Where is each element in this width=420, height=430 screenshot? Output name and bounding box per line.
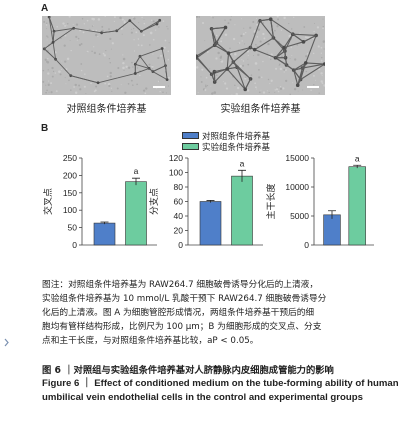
- y-tick-label: 15000: [285, 153, 309, 163]
- figure-caption-chinese: 图 6 ｜对照组与实验组条件培养基对人脐静脉内皮细胞成管能力的影响: [42, 365, 334, 376]
- chart-crossings: 交叉点 0 50 100 150 200 250 a: [42, 150, 172, 265]
- bar-experimental: [231, 175, 253, 246]
- y-tick-label: 60: [174, 197, 184, 207]
- panel-a-letter: A: [41, 3, 49, 14]
- y-tick-label: 0: [304, 240, 309, 250]
- y-tick-label: 100: [169, 168, 183, 178]
- significance-label: a: [355, 153, 360, 163]
- significance-label: a: [134, 166, 139, 176]
- y-tick-label: 0: [72, 240, 77, 250]
- legend-label-control: 对照组条件培养基: [202, 131, 271, 142]
- micrograph-experimental: [196, 16, 325, 95]
- bar-control: [323, 214, 341, 246]
- note-line: 点和主干长度，与对照组条件培养基比较，aP < 0.05。: [42, 336, 259, 346]
- margin-mark: [4, 338, 9, 347]
- panel-b-letter: B: [41, 123, 49, 134]
- error-bar: [328, 210, 336, 219]
- y-tick-label: 40: [174, 211, 184, 221]
- scale-bar: [153, 86, 165, 88]
- note-line: 化后的上清液。图 A 为细胞管腔形成情况，两组条件培养基干预后的细: [42, 308, 315, 318]
- y-tick-label: 0: [178, 240, 183, 250]
- micrograph-control: [42, 16, 171, 95]
- note-line: 图注：对照组条件培养基为 RAW264.7 细胞破骨诱导分化后的上清液，: [42, 280, 319, 290]
- bar-experimental: [125, 181, 147, 246]
- note-line: 实验组条件培养基为 10 mmol/L 乳酸干预下 RAW264.7 细胞破骨诱…: [42, 294, 327, 304]
- y-tick-label: 100: [63, 205, 77, 215]
- y-tick-label: 150: [63, 188, 77, 198]
- legend-item-control: 对照组条件培养基: [182, 130, 271, 142]
- note-line: 胞均有管样结构形成，比例尺为 100 μm；B 为细胞形成的交叉点、分支: [42, 322, 322, 332]
- micrograph-label-experimental: 实验组条件培养基: [220, 104, 301, 115]
- bar-control: [199, 201, 222, 246]
- chart-trunk-length: 主干长度 0 5000 10000 15000 a: [262, 150, 392, 265]
- y-tick-label: 20: [174, 226, 184, 236]
- figure-caption-english: Figure 6 ｜ Effect of conditioned medium …: [42, 378, 399, 403]
- bar-experimental: [348, 166, 366, 246]
- scale-bar: [307, 86, 319, 88]
- bar-control: [93, 222, 116, 246]
- legend-item-experimental: 实验组条件培养基: [182, 141, 271, 153]
- y-tick-label: 10000: [285, 182, 309, 192]
- error-bar: [100, 221, 109, 225]
- y-tick-label: 50: [68, 223, 78, 233]
- error-bar: [238, 169, 246, 182]
- chart-legend: 对照组条件培养基 实验组条件培养基: [182, 130, 271, 153]
- y-tick-label: 5000: [290, 211, 309, 221]
- significance-label: a: [240, 158, 245, 168]
- y-tick-label: 200: [63, 170, 77, 180]
- y-axis-label: 分支点: [148, 188, 160, 215]
- y-tick-label: 250: [63, 153, 77, 163]
- y-axis-label: 交叉点: [42, 188, 54, 215]
- legend-swatch-experimental: [182, 143, 199, 150]
- y-tick-label: 120: [169, 153, 183, 163]
- error-bar: [206, 200, 215, 203]
- micrograph-label-control: 对照组条件培养基: [66, 104, 147, 115]
- error-bar: [132, 177, 140, 186]
- y-axis-label: 主干长度: [265, 183, 277, 219]
- chart-branch-points: 分支点 0 20 40 60 80 100 120 a: [148, 150, 278, 265]
- legend-swatch-control: [182, 132, 199, 139]
- figure-note: 图注：对照组条件培养基为 RAW264.7 细胞破骨诱导分化后的上清液， 实验组…: [42, 278, 392, 348]
- error-bar: [353, 164, 362, 169]
- legend-label-experimental: 实验组条件培养基: [202, 142, 271, 153]
- y-tick-label: 80: [174, 182, 184, 192]
